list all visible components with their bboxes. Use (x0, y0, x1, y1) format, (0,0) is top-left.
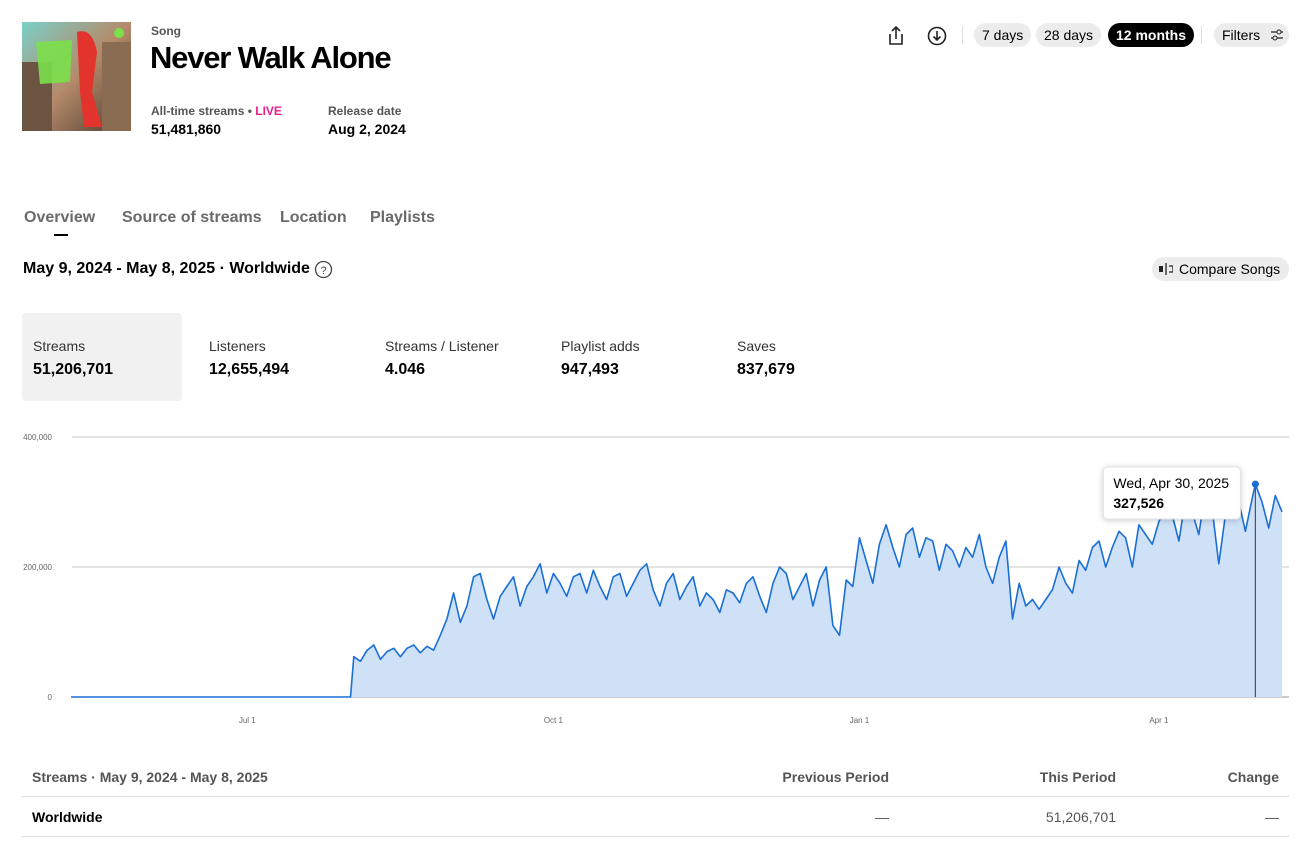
metric-label[interactable]: Playlist adds (561, 338, 640, 354)
metric-value[interactable]: 4.046 (385, 361, 426, 378)
song-title: Never Walk Alone (150, 40, 392, 75)
x-tick-label: Apr 1 (1149, 716, 1169, 725)
metric-label[interactable]: Saves (737, 338, 776, 354)
y-tick-label: 200,000 (23, 563, 52, 572)
metric-value[interactable]: 837,679 (737, 361, 795, 378)
filter-icon (1271, 29, 1283, 41)
help-icon[interactable]: ? (314, 260, 333, 279)
filters-button[interactable]: Filters (1214, 23, 1289, 47)
line (71, 483, 1283, 698)
metric-selected-bg (22, 313, 182, 401)
tab[interactable]: Overview (24, 209, 96, 226)
tab[interactable]: Location (280, 209, 347, 226)
alltime-value: 51,481,860 (151, 121, 222, 137)
tooltip-date: Wed, Apr 30, 2025 (1113, 475, 1229, 491)
chart: 0 200,000 400,000 Jul 1 Oct 1 Jan 1 Apr 1 Wed, … (23, 433, 1289, 725)
table-cell: — (875, 809, 889, 825)
tab[interactable]: Playlists (370, 209, 435, 226)
label: Compare Songs (1179, 261, 1281, 277)
range-button[interactable]: 12 months (1108, 23, 1195, 47)
table-header: Streams · May 9, 2024 - May 8, 2025 (32, 769, 268, 785)
row-divider (22, 796, 1289, 797)
table-header: This Period (1039, 769, 1116, 785)
metric-value[interactable]: 51,206,701 (33, 361, 114, 378)
release-value: Aug 2, 2024 (328, 121, 406, 137)
metric-label[interactable]: Streams / Listener (385, 338, 499, 354)
compare-icon (1159, 263, 1173, 275)
row-divider (22, 836, 1289, 837)
album-art (22, 22, 131, 131)
divider (962, 26, 963, 44)
tooltip-box (1102, 466, 1241, 520)
table-header: Change (1227, 769, 1279, 785)
range-button[interactable]: 28 days (1036, 23, 1102, 47)
x-tick-label: Oct 1 (544, 716, 564, 725)
divider (1201, 26, 1202, 44)
metric-value[interactable]: 947,493 (561, 361, 619, 378)
compare-button[interactable]: Compare Songs (1152, 257, 1289, 281)
label: Filters (1222, 27, 1261, 43)
svg-text:?: ? (320, 265, 326, 277)
metric-label[interactable]: Streams (33, 338, 86, 354)
x-tick-label: Jul 1 (239, 716, 256, 725)
x-tick-label: Jan 1 (850, 716, 870, 725)
icons[interactable] (884, 24, 954, 48)
y-tick-label: 400,000 (23, 433, 52, 442)
table-cell: 51,206,701 (1045, 809, 1116, 825)
tooltip-value: 327,526 (1113, 495, 1164, 511)
area (71, 484, 1282, 697)
y-tick-label: 0 (48, 693, 53, 702)
range-button[interactable]: 7 days (974, 23, 1032, 47)
tab[interactable]: Source of streams (122, 209, 262, 226)
tooltip: Wed, Apr 30, 2025 327,526 (1102, 466, 1241, 520)
live: LIVE (255, 104, 282, 118)
period: May 9, 2024 - May 8, 2025 · Worldwide (23, 260, 310, 277)
table-cell: Worldwide (32, 809, 103, 825)
alltime-label: All-time streams • LIVE (151, 104, 282, 118)
tab-indicator (54, 234, 68, 236)
hover-dot (1251, 480, 1259, 488)
table-header: Previous Period (782, 769, 889, 785)
kind: Song (151, 24, 181, 38)
metric-value[interactable]: 12,655,494 (209, 361, 290, 378)
release-label: Release date (328, 104, 402, 118)
metric-label[interactable]: Listeners (209, 338, 266, 354)
label: All-time streams (151, 104, 245, 118)
table-cell: — (1265, 809, 1279, 825)
